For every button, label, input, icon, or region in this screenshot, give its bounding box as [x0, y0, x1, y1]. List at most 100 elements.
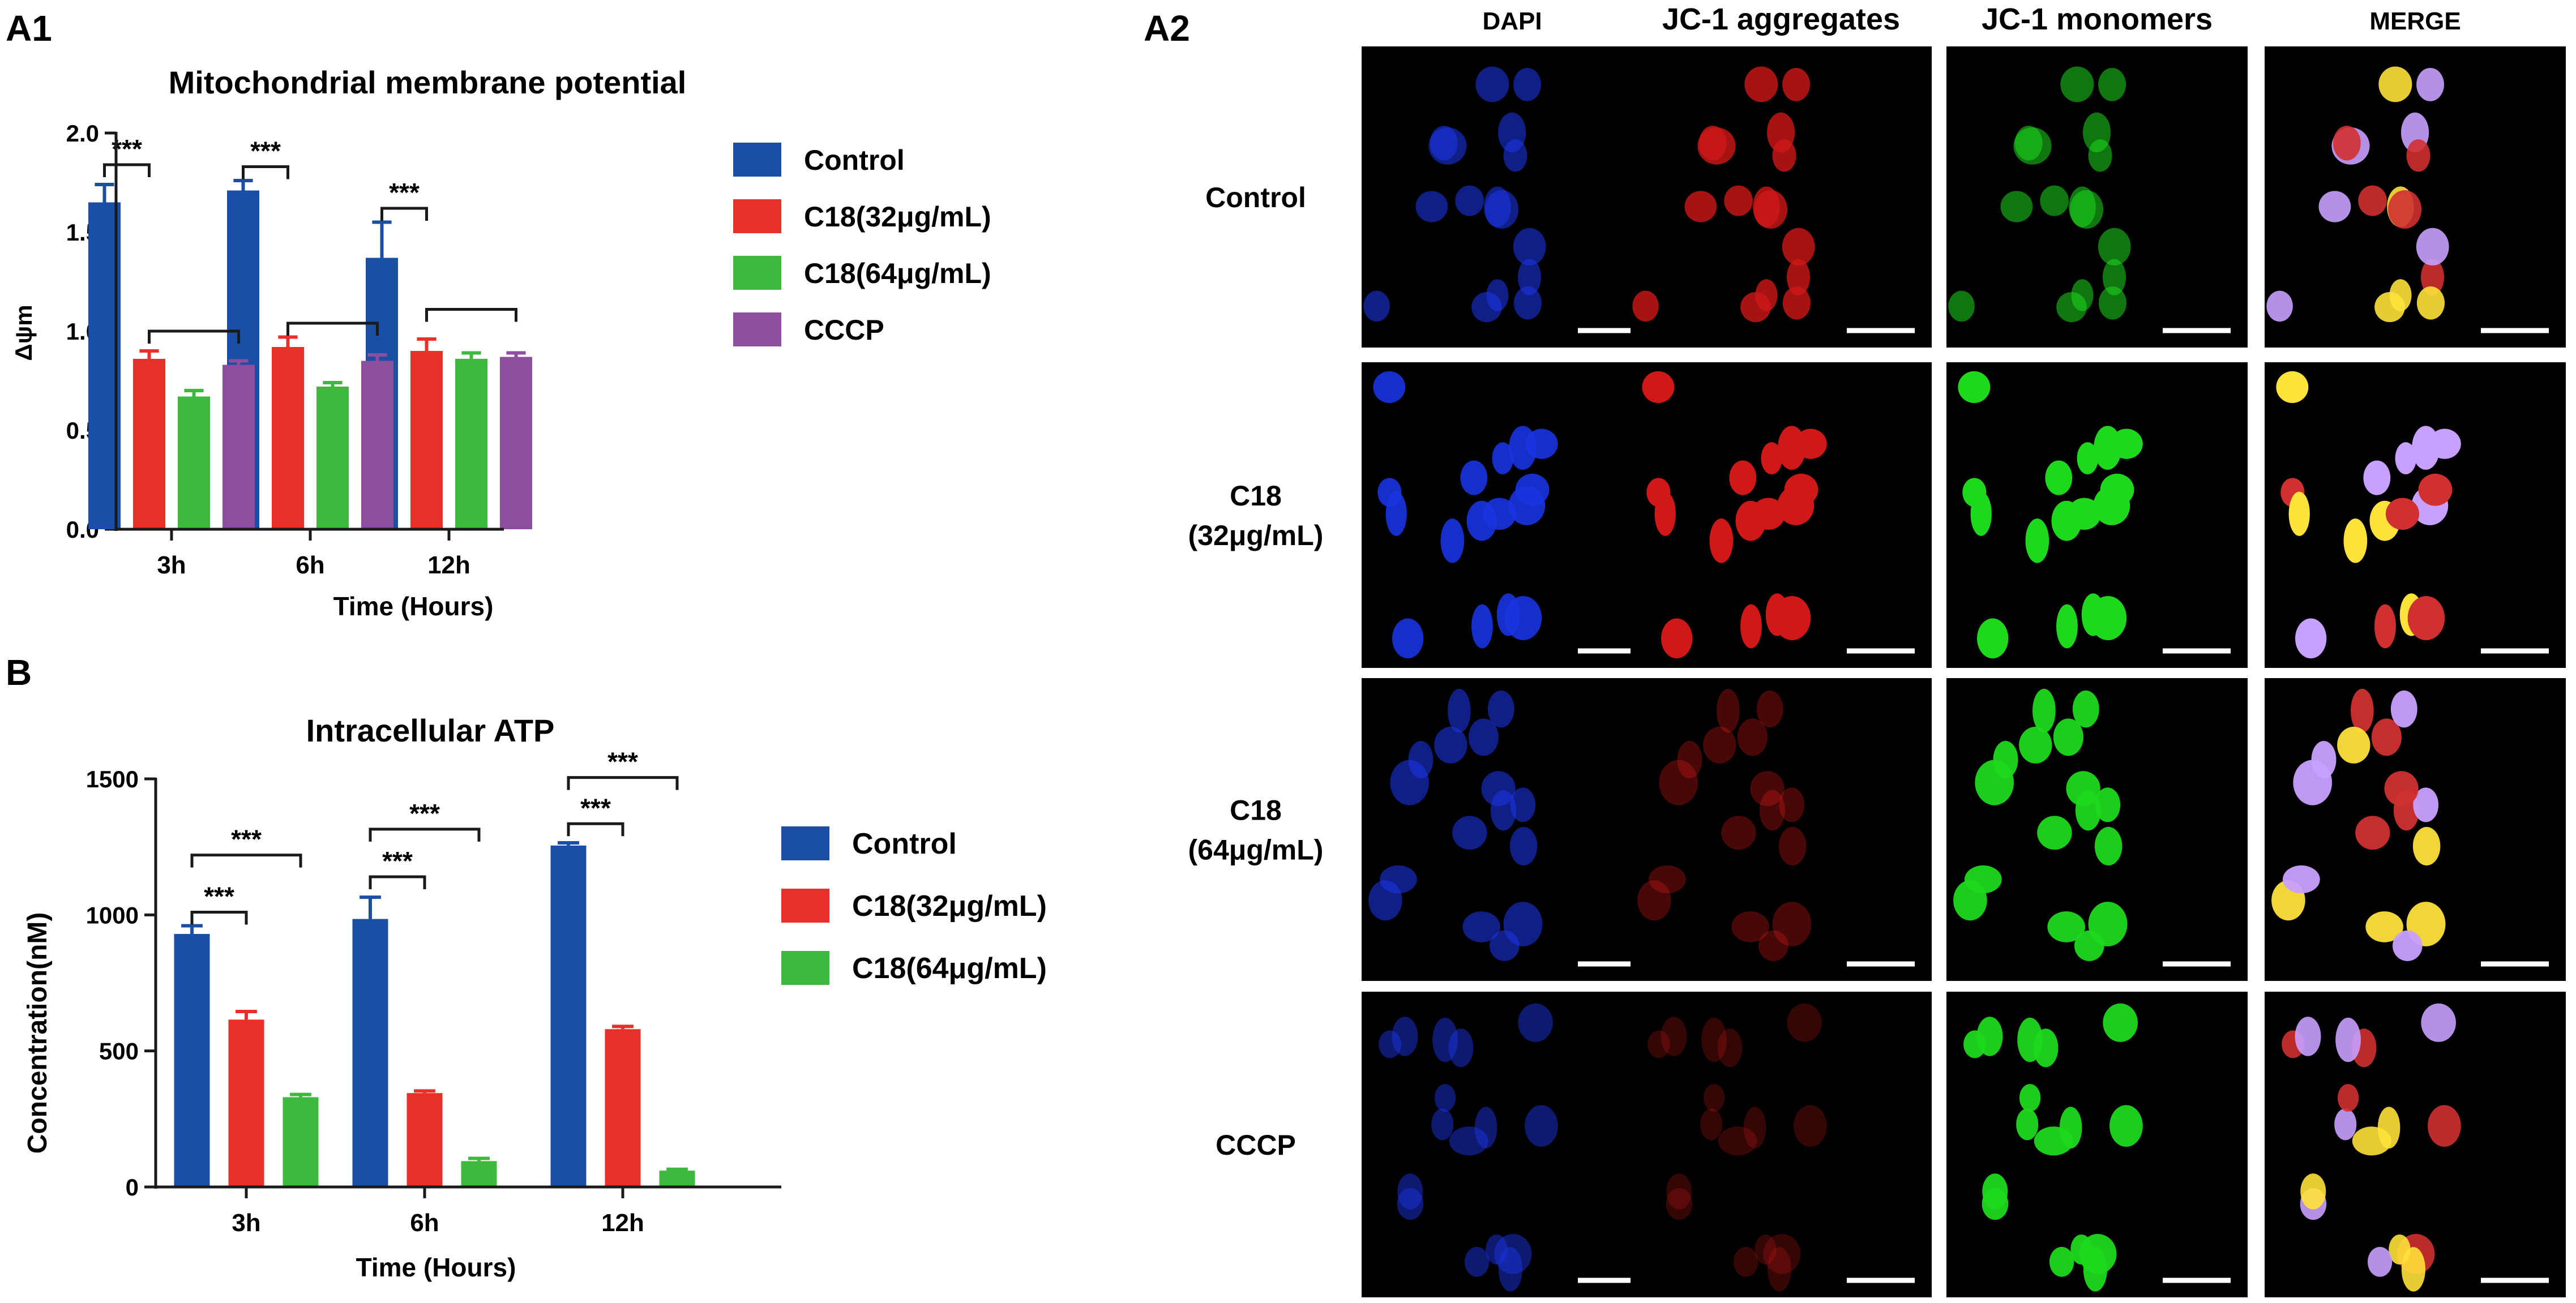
x-tick-label: 6h	[296, 551, 324, 579]
cell	[2103, 1003, 2138, 1042]
cell	[1415, 191, 1448, 222]
micrograph-row-label: C18	[1230, 795, 1282, 826]
cell	[2358, 185, 2387, 216]
cell	[1471, 292, 1502, 323]
cell	[1431, 1108, 1454, 1141]
chart-a1-legend: Control C18(32μg/mL) C18(64μg/mL) CCCP	[733, 143, 991, 346]
cell	[2416, 286, 2445, 320]
cell	[2335, 1017, 2361, 1062]
significance-bracket	[369, 875, 426, 890]
micrograph-row-label: Control	[1205, 182, 1306, 213]
significance-label: ***	[250, 136, 281, 166]
cell	[2032, 688, 2056, 733]
cell	[2056, 604, 2078, 649]
cell	[1489, 930, 1520, 961]
x-tick-label: 12h	[427, 551, 470, 579]
micrograph-column-header: JC-1 monomers	[1982, 2, 2213, 36]
cell	[1698, 126, 1727, 161]
cell	[1975, 760, 2014, 805]
cell	[1525, 1105, 1558, 1147]
cell	[1648, 1030, 1671, 1058]
micrograph-tile	[2265, 362, 2566, 668]
significance-label: ***	[389, 178, 420, 207]
cell	[2401, 1247, 2425, 1292]
bar	[500, 357, 532, 529]
micrograph-background	[1631, 992, 1932, 1297]
cell	[1767, 1247, 1791, 1292]
cell	[1666, 1173, 1692, 1210]
cell	[2100, 473, 2134, 506]
cell	[1755, 1234, 1777, 1265]
cell	[2060, 66, 2094, 102]
legend-swatch	[733, 256, 781, 290]
cell	[1740, 604, 1762, 649]
cell	[2390, 690, 2417, 728]
cell	[2420, 259, 2445, 295]
significance-bracket	[567, 776, 679, 790]
cell	[2337, 726, 2370, 764]
legend-swatch	[733, 143, 781, 177]
legend-label: C18(64μg/mL)	[852, 952, 1047, 985]
bar	[461, 1161, 497, 1187]
cell	[1729, 460, 1757, 495]
cell	[2053, 718, 2083, 756]
micrograph-tile	[1362, 46, 1663, 348]
cell	[2045, 460, 2073, 495]
cell	[1654, 491, 1676, 536]
cell	[1509, 426, 1537, 470]
cell	[1703, 1084, 1725, 1112]
legend-label: C18(64μg/mL)	[804, 258, 991, 289]
bar	[283, 1097, 319, 1187]
cell	[1703, 726, 1736, 764]
micrograph-grid: DAPI JC-1 aggregates JC-1 monomers MERGE Con…	[1188, 2, 2566, 1297]
cell	[1648, 865, 1686, 894]
cell	[1498, 1247, 1522, 1292]
cell	[1724, 185, 1753, 216]
cell	[1740, 292, 1771, 323]
significance-bracket	[148, 329, 240, 344]
cell	[1772, 139, 1796, 172]
cell	[1744, 66, 1778, 102]
bar	[228, 1019, 264, 1187]
cell	[2387, 190, 2422, 229]
panel-label-a1: A1	[6, 8, 52, 49]
cell	[2037, 816, 2072, 850]
cell	[1475, 66, 1509, 102]
x-tick-label: 12h	[601, 1209, 644, 1237]
chart-a1-xlabel: Time (Hours)	[333, 592, 494, 621]
cell	[2072, 690, 2099, 728]
cell	[2300, 1173, 2326, 1210]
cell	[2418, 473, 2453, 506]
chart-intracellular-atp: Intracellular ATP Concentration(nM) Time…	[23, 713, 1047, 1282]
cell	[1452, 816, 1487, 850]
chart-a1-title: Mitochondrial membrane potential	[169, 65, 687, 100]
significance-bracket	[380, 207, 428, 221]
panel-label-a2: A2	[1144, 8, 1190, 49]
cell	[2412, 426, 2440, 470]
legend-swatch	[781, 889, 829, 923]
legend-label: Control	[804, 144, 905, 176]
cell	[2412, 826, 2441, 865]
legend-swatch	[733, 199, 781, 233]
cell	[2025, 518, 2049, 563]
y-tick-label: 500	[99, 1038, 139, 1065]
cell	[1363, 290, 1390, 322]
cell	[2069, 190, 2104, 229]
cell	[1779, 787, 1805, 822]
cell	[2428, 1105, 2461, 1147]
bar	[361, 361, 393, 529]
cell	[1782, 228, 1815, 266]
chart-a1-ylabel: Δψm	[10, 305, 37, 361]
cell	[2350, 688, 2374, 733]
cell	[2333, 126, 2361, 161]
bar	[550, 845, 587, 1187]
cell	[1733, 1246, 1758, 1277]
cell	[2098, 67, 2126, 101]
cell	[1509, 826, 1538, 865]
cell	[1492, 442, 1514, 474]
cell	[2083, 1247, 2107, 1292]
cell	[1782, 286, 1811, 320]
cell	[2293, 760, 2333, 805]
bar	[406, 1093, 443, 1187]
y-tick-label: 1000	[86, 902, 139, 928]
